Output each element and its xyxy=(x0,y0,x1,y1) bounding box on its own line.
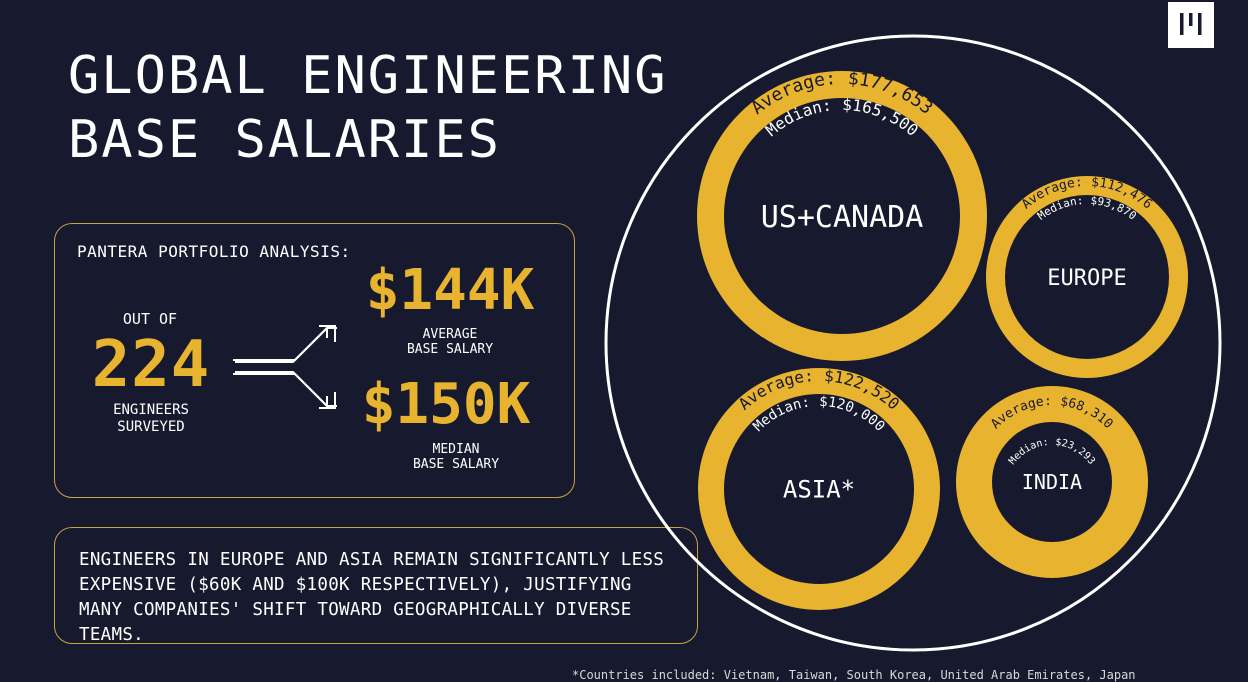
average-salary-label: AVERAGE BASE SALARY xyxy=(355,327,545,357)
fork-arrow-icon xyxy=(233,325,337,409)
engineer-count-label: ENGINEERS SURVEYED xyxy=(55,402,247,436)
page-title: GLOBAL ENGINEERING BASE SALARIES xyxy=(68,44,668,172)
title-line-1: GLOBAL ENGINEERING xyxy=(68,46,668,106)
engineer-count: 224 xyxy=(91,328,211,402)
bubble-core-asia xyxy=(724,394,914,584)
median-salary-value: $150K xyxy=(361,372,531,437)
outer-enclosing-circle xyxy=(604,34,1222,652)
panel-heading: PANTERA PORTFOLIO ANALYSIS: xyxy=(77,242,351,261)
median-salary-label: MEDIAN BASE SALARY xyxy=(361,442,551,472)
median-label-line-2: BASE SALARY xyxy=(412,457,500,472)
average-label-line-2: BASE SALARY xyxy=(406,342,494,357)
region-name-india: INDIA xyxy=(1022,470,1082,494)
out-of-label: OUT OF xyxy=(122,310,178,328)
insight-note-panel: ENGINEERS IN EUROPE AND ASIA REMAIN SIGN… xyxy=(54,527,698,645)
region-name-asia: ASIA* xyxy=(783,476,855,504)
portfolio-analysis-panel: PANTERA PORTFOLIO ANALYSIS: OUT OF 224 E… xyxy=(54,223,575,498)
insight-note-text: ENGINEERS IN EUROPE AND ASIA REMAIN SIGN… xyxy=(79,550,665,645)
average-salary-value: $144K xyxy=(365,258,535,323)
footnote: *Countries included: Vietnam, Taiwan, So… xyxy=(572,668,1136,682)
median-label-line-1: MEDIAN xyxy=(432,442,480,457)
average-label-line-1: AVERAGE xyxy=(422,327,478,342)
count-label-line-1: ENGINEERS xyxy=(113,402,189,418)
region-name-us-canada: US+CANADA xyxy=(761,200,924,235)
bubble-core-europe xyxy=(1005,195,1169,359)
bubble-core-india xyxy=(992,422,1112,542)
bubble-core-us-canada xyxy=(724,98,960,334)
title-line-2: BASE SALARIES xyxy=(68,110,501,170)
count-label-line-2: SURVEYED xyxy=(117,419,185,435)
region-name-europe: EUROPE xyxy=(1047,266,1126,291)
pantera-logo-icon xyxy=(1168,2,1214,48)
